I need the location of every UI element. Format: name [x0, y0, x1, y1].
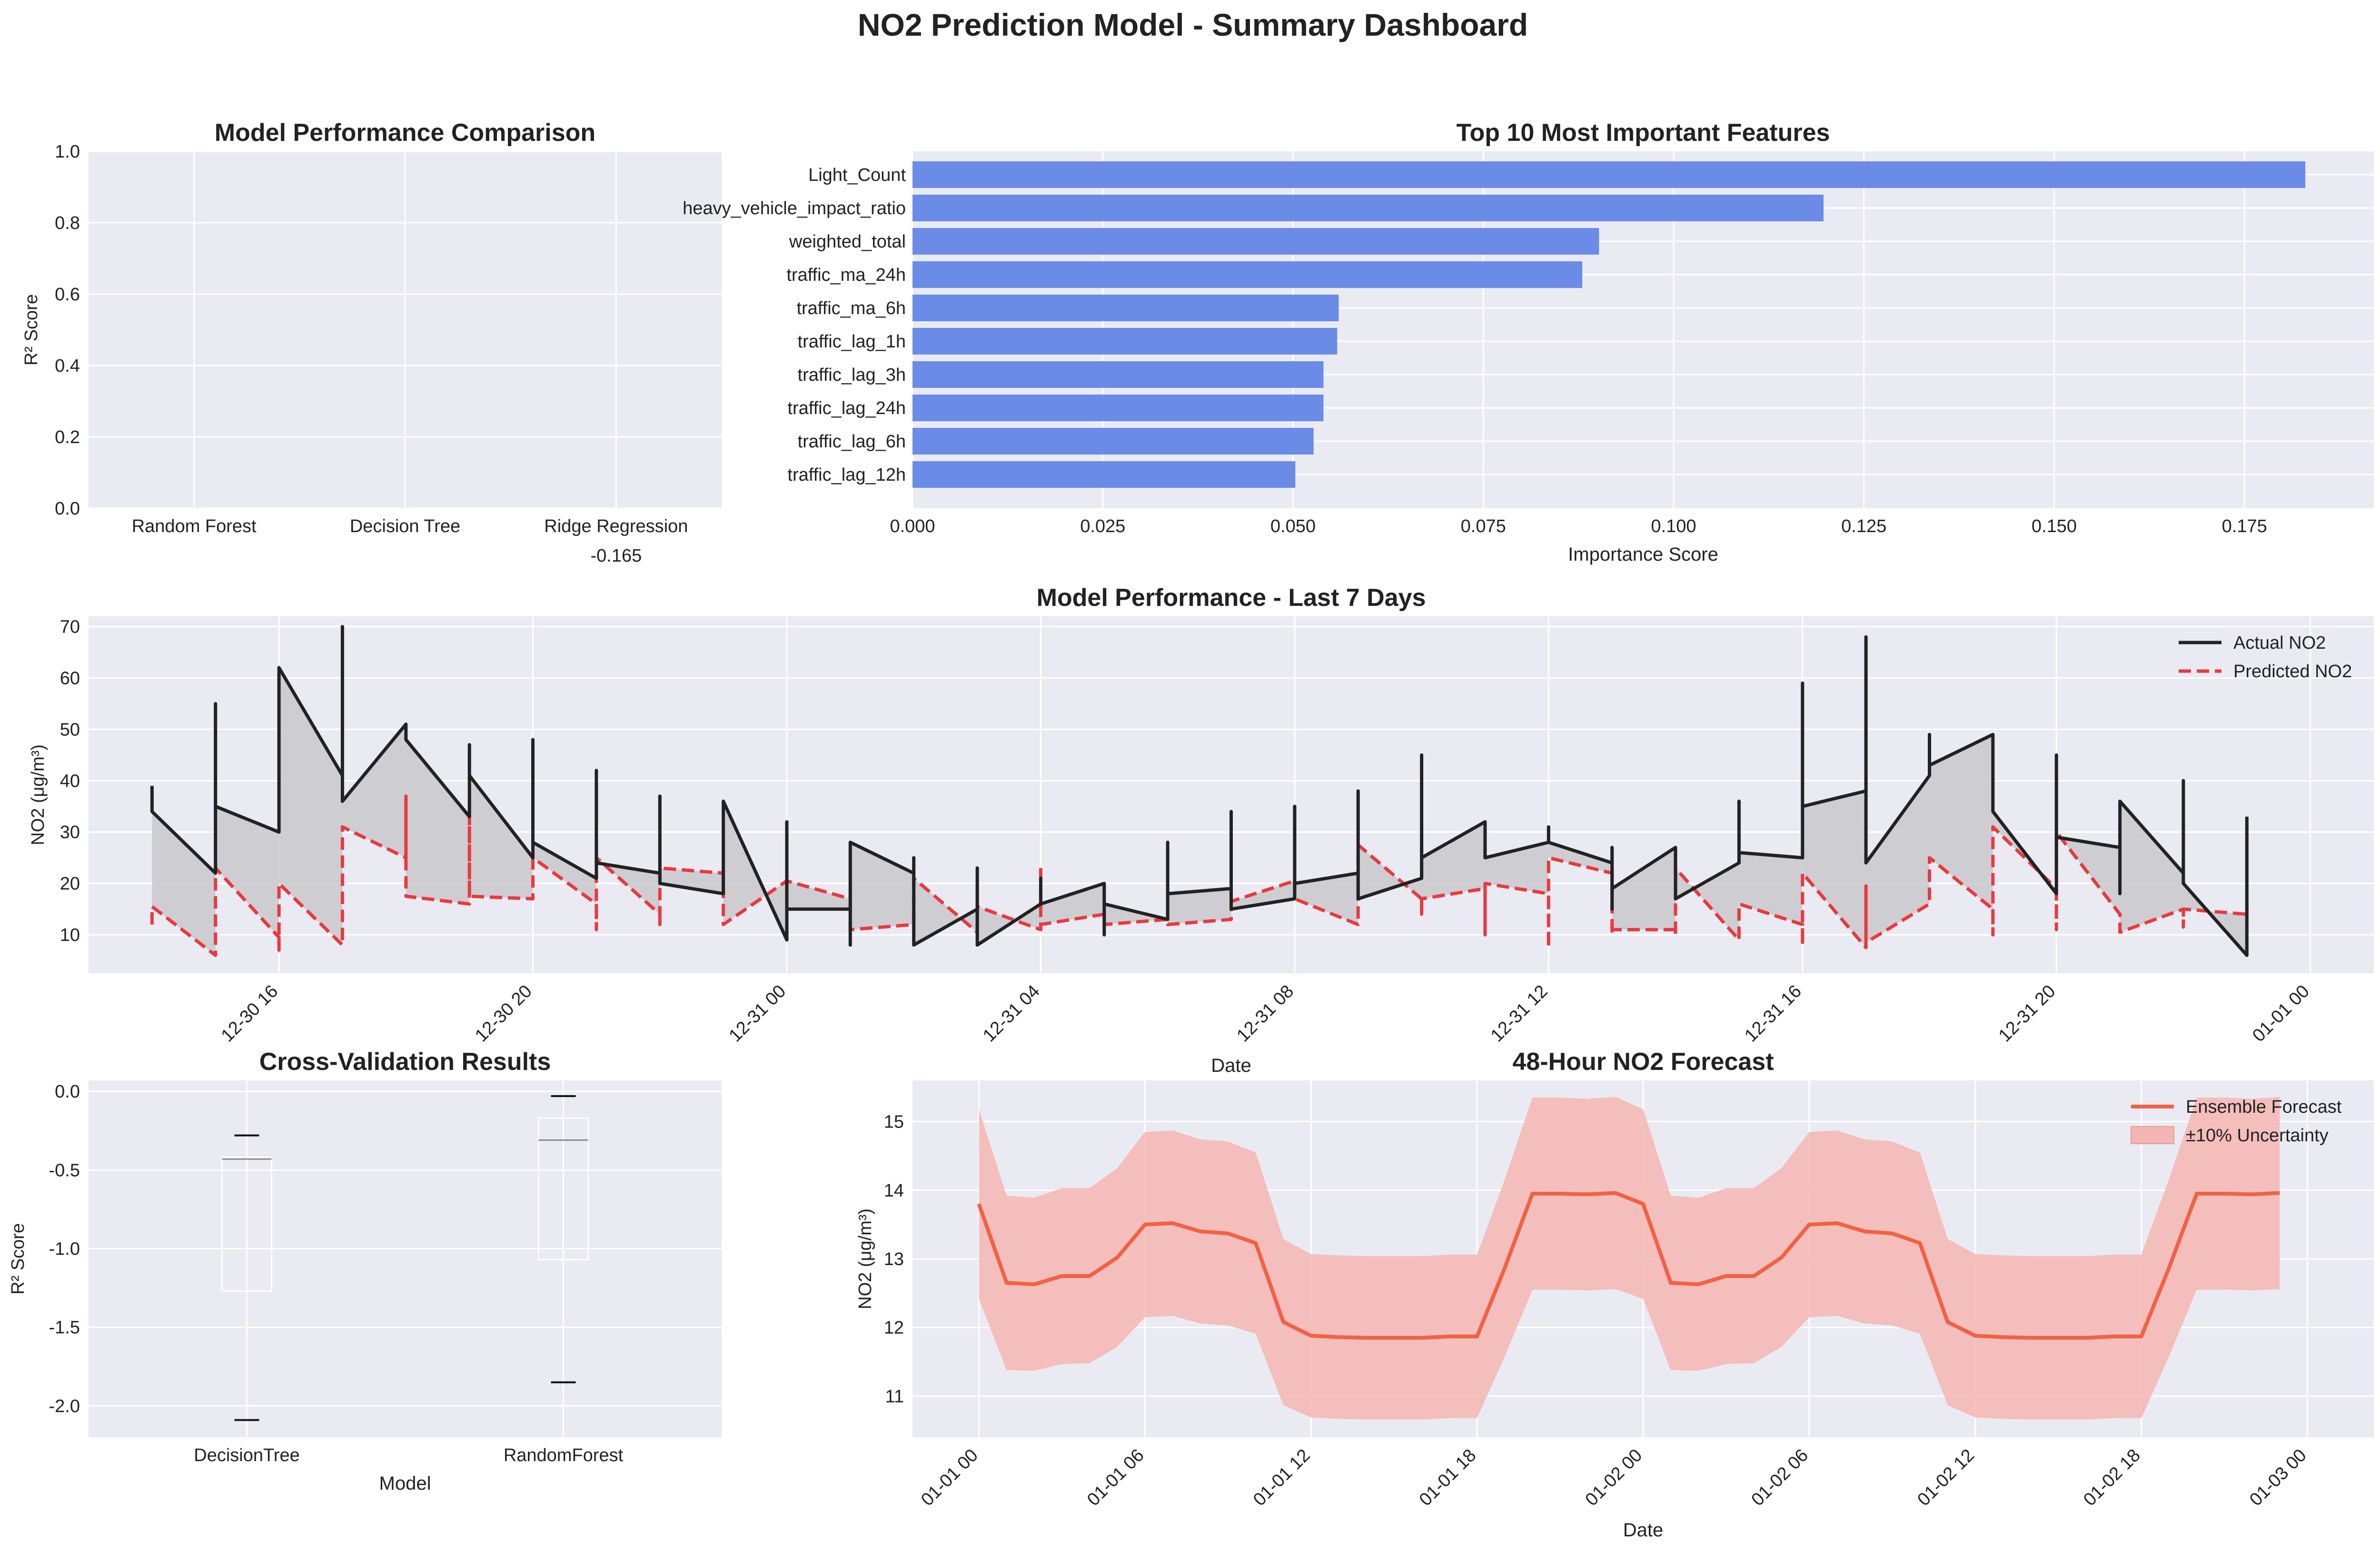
forecast-legend-band-swatch	[2131, 1126, 2174, 1144]
week-ytick-label: 60	[60, 668, 80, 688]
cv-box	[538, 1117, 589, 1261]
cv-xtick-label: RandomForest	[504, 1445, 624, 1465]
cv-xtick-label: DecisionTree	[194, 1445, 299, 1465]
week-ylabel: NO2 (μg/m³)	[28, 744, 48, 845]
perf-xtick-label: Ridge Regression	[544, 516, 688, 536]
week-legend-predicted-label: Predicted NO2	[2233, 662, 2352, 682]
week-ytick-label: 30	[60, 822, 80, 842]
model-performance-panel: Model Performance Comparison 0.0 0.2 0.4 0.6…	[21, 119, 722, 566]
feature-importance-panel: Top 10 Most Important Features 0.000 0.025…	[683, 119, 2374, 565]
week-ytick-label: 70	[60, 617, 80, 637]
features-xtick-label: 0.025	[1080, 516, 1125, 536]
cross-validation-panel: Cross-Validation Results -2.0 -1.5 -1.0 -0.5…	[8, 1048, 722, 1494]
cv-ytick-label: -2.0	[49, 1396, 80, 1416]
feature-bar	[912, 361, 1324, 388]
feature-label: traffic_lag_3h	[798, 365, 906, 385]
dashboard-title: NO2 Prediction Model - Summary Dashboard	[858, 7, 1528, 42]
cv-ytick-label: -0.5	[49, 1160, 80, 1180]
features-title: Top 10 Most Important Features	[1457, 119, 1830, 147]
perf-ytick-label: 0.4	[55, 356, 80, 376]
perf-ytick-label: 0.0	[55, 499, 80, 519]
features-xlabel: Importance Score	[1568, 544, 1718, 565]
last-7-days-panel: Model Performance - Last 7 Days 10 20 30 40 5…	[28, 584, 2374, 1076]
features-xtick-label: 0.100	[1651, 516, 1696, 536]
week-ytick-label: 10	[60, 925, 80, 945]
perf-ylabel: R² Score	[21, 294, 41, 366]
perf-xtick-label: Decision Tree	[350, 516, 460, 536]
perf-ytick-label: 0.6	[55, 285, 80, 305]
perf-ytick-label: 0.8	[55, 213, 80, 233]
feature-label: traffic_lag_12h	[787, 465, 906, 485]
feature-bar	[912, 428, 1314, 455]
feature-label: traffic_lag_1h	[798, 332, 906, 352]
feature-bar	[912, 161, 2306, 188]
feature-label: traffic_ma_24h	[786, 265, 906, 285]
forecast-ytick-label: 14	[884, 1181, 904, 1201]
cv-xlabel: Model	[379, 1473, 431, 1494]
forecast-ylabel: NO2 (μg/m³)	[855, 1208, 875, 1309]
forecast-ytick-label: 11	[885, 1386, 904, 1406]
week-title: Model Performance - Last 7 Days	[1037, 584, 1426, 612]
features-xtick-label: 0.125	[1841, 516, 1886, 536]
week-legend-actual-label: Actual NO2	[2233, 633, 2326, 653]
perf-title: Model Performance Comparison	[215, 119, 595, 147]
forecast-legend-band-label: ±10% Uncertainty	[2186, 1126, 2329, 1146]
week-ytick-label: 40	[60, 771, 80, 791]
cv-ytick-label: 0.0	[55, 1082, 80, 1102]
features-xtick-label: 0.075	[1461, 516, 1506, 536]
features-xtick-label: 0.150	[2032, 516, 2077, 536]
week-series-actual-line	[150, 625, 2249, 957]
perf-value-label: -0.165	[590, 546, 642, 566]
forecast-ytick-label: 15	[884, 1112, 904, 1132]
forecast-legend-line-label: Ensemble Forecast	[2186, 1097, 2342, 1117]
forecast-title: 48-Hour NO2 Forecast	[1512, 1048, 1774, 1076]
forecast-ytick-label: 12	[884, 1318, 904, 1338]
feature-label: traffic_ma_6h	[796, 298, 906, 318]
feature-bar	[912, 228, 1599, 255]
feature-bar	[912, 195, 1824, 221]
cv-ytick-label: -1.5	[49, 1318, 80, 1338]
week-xlabel: Date	[1211, 1055, 1251, 1076]
perf-ytick-label: 0.2	[55, 427, 80, 447]
feature-label: Light_Count	[808, 165, 906, 185]
feature-bar	[912, 461, 1296, 488]
feature-label: weighted_total	[789, 232, 906, 252]
week-ytick-label: 20	[60, 874, 80, 894]
cv-box	[221, 1157, 272, 1292]
feature-label: heavy_vehicle_impact_ratio	[683, 198, 906, 218]
forecast-uncertainty-band	[979, 1097, 2280, 1420]
feature-label: traffic_lag_6h	[798, 432, 906, 452]
forecast-ytick-label: 13	[884, 1249, 904, 1269]
features-xtick-label: 0.000	[890, 516, 935, 536]
cv-ylabel: R² Score	[8, 1223, 28, 1295]
feature-bar	[912, 261, 1583, 288]
forecast-xlabel: Date	[1623, 1520, 1664, 1541]
cv-ytick-label: -1.0	[49, 1239, 80, 1259]
feature-label: traffic_lag_24h	[787, 398, 906, 418]
feature-bar	[912, 295, 1339, 321]
features-xtick-label: 0.175	[2222, 516, 2267, 536]
perf-ytick-label: 1.0	[55, 142, 80, 162]
feature-bar	[912, 328, 1338, 355]
perf-xtick-label: Random Forest	[132, 516, 257, 536]
feature-bar	[912, 395, 1324, 421]
week-ytick-label: 50	[60, 720, 80, 740]
forecast-series-line	[977, 1191, 2280, 1340]
cv-title: Cross-Validation Results	[259, 1048, 551, 1076]
cv-plot-area	[89, 1080, 722, 1437]
features-xtick-label: 0.050	[1270, 516, 1316, 536]
